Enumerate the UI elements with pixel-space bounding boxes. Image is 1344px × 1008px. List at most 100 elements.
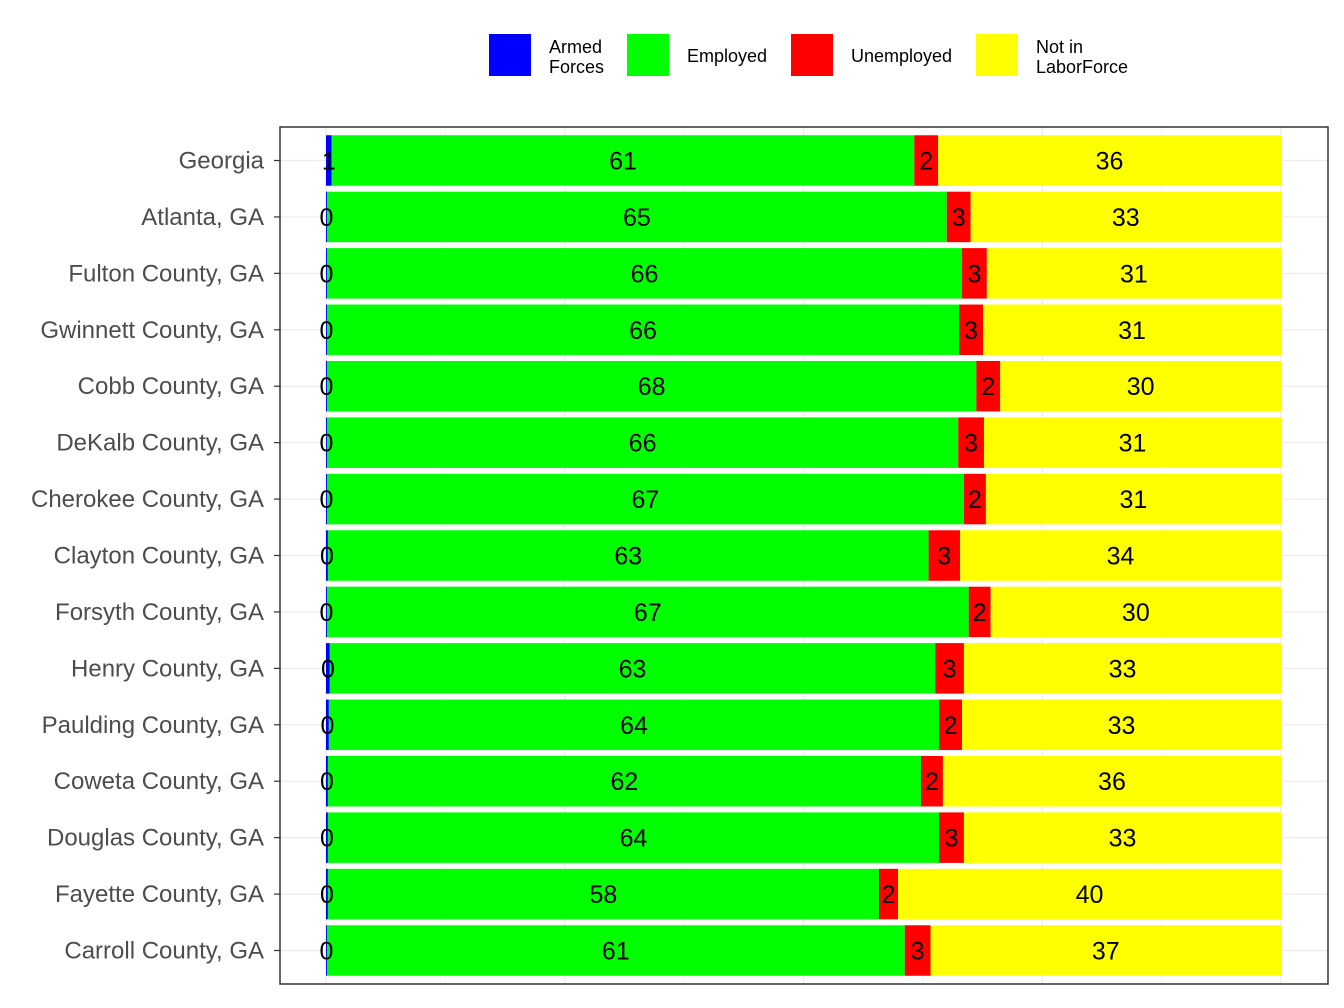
data-label-employed-gwinnett-county-ga: 66 — [629, 317, 657, 345]
data-label-not-in-laborforce-georgia: 36 — [1096, 148, 1124, 176]
bar-unemployed-douglas-county-ga — [939, 812, 964, 863]
bar-armed-forces-dekalb-county-ga — [326, 417, 327, 468]
data-label-employed-fulton-county-ga: 66 — [631, 260, 659, 288]
bar-unemployed-fayette-county-ga — [878, 868, 899, 920]
data-label-armed-forces-coweta-county-ga: 0 — [320, 768, 334, 796]
data-label-not-in-laborforce-dekalb-county-ga: 31 — [1119, 430, 1147, 458]
category-label-cherokee-county-ga: Cherokee County, GA — [31, 486, 264, 513]
category-label-clayton-county-ga: Clayton County, GA — [54, 543, 264, 570]
bar-employed-dekalb-county-ga — [326, 417, 959, 468]
data-label-unemployed-douglas-county-ga: 3 — [945, 825, 959, 853]
bar-not-in-laborforce-gwinnett-county-ga — [983, 304, 1281, 356]
bar-employed-fulton-county-ga — [326, 248, 963, 299]
bar-not-in-laborforce-forsyth-county-ga — [990, 586, 1281, 638]
bar-armed-forces-gwinnett-county-ga — [326, 304, 327, 356]
data-label-not-in-laborforce-atlanta-ga: 33 — [1112, 204, 1140, 232]
data-label-not-in-laborforce-forsyth-county-ga: 30 — [1122, 599, 1150, 627]
category-label-georgia: Georgia — [179, 148, 265, 175]
data-label-unemployed-gwinnett-county-ga: 3 — [964, 317, 978, 345]
bar-unemployed-gwinnett-county-ga — [959, 304, 984, 356]
bar-not-in-laborforce-cherokee-county-ga — [985, 473, 1281, 525]
data-label-armed-forces-carroll-county-ga: 0 — [320, 938, 334, 966]
bar-employed-forsyth-county-ga — [326, 586, 969, 638]
bar-armed-forces-forsyth-county-ga — [326, 586, 327, 638]
data-label-not-in-laborforce-coweta-county-ga: 36 — [1098, 768, 1126, 796]
bar-employed-georgia — [331, 135, 915, 186]
data-label-unemployed-clayton-county-ga: 3 — [937, 543, 951, 571]
data-label-unemployed-fulton-county-ga: 3 — [967, 260, 981, 288]
bar-unemployed-fulton-county-ga — [962, 248, 987, 299]
bar-armed-forces-atlanta-ga — [326, 191, 327, 243]
category-label-paulding-county-ga: Paulding County, GA — [42, 712, 264, 739]
bar-not-in-laborforce-paulding-county-ga — [962, 699, 1281, 751]
bar-unemployed-cherokee-county-ga — [963, 473, 986, 525]
category-label-douglas-county-ga: Douglas County, GA — [47, 825, 264, 852]
data-label-not-in-laborforce-gwinnett-county-ga: 31 — [1118, 317, 1146, 345]
category-label-dekalb-county-ga: DeKalb County, GA — [56, 430, 264, 457]
legend-label-employed: Employed — [687, 46, 767, 66]
data-label-unemployed-coweta-county-ga: 2 — [925, 768, 939, 796]
data-label-employed-henry-county-ga: 63 — [619, 655, 647, 683]
bar-not-in-laborforce-georgia — [938, 135, 1281, 186]
data-label-employed-cobb-county-ga: 68 — [638, 373, 666, 401]
bar-employed-cherokee-county-ga — [326, 473, 964, 525]
data-label-unemployed-forsyth-county-ga: 2 — [973, 599, 987, 627]
bar-armed-forces-georgia — [326, 135, 332, 186]
bar-armed-forces-douglas-county-ga — [326, 812, 328, 863]
category-label-coweta-county-ga: Coweta County, GA — [54, 768, 264, 795]
category-axis: Georgia Atlanta, GA Fulton County, GA Gwinn… — [31, 148, 280, 965]
legend-label-unemployed: Unemployed — [851, 46, 952, 66]
bars — [326, 135, 1281, 976]
data-label-not-in-laborforce-carroll-county-ga: 37 — [1092, 938, 1120, 966]
data-label-armed-forces-douglas-county-ga: 0 — [320, 825, 334, 853]
bar-employed-paulding-county-ga — [328, 699, 940, 751]
category-label-gwinnett-county-ga: Gwinnett County, GA — [40, 317, 264, 344]
data-label-armed-forces-dekalb-county-ga: 0 — [320, 430, 334, 458]
bar-employed-coweta-county-ga — [327, 755, 921, 807]
bar-unemployed-henry-county-ga — [935, 643, 964, 694]
data-label-not-in-laborforce-cobb-county-ga: 30 — [1127, 373, 1155, 401]
data-label-armed-forces-henry-county-ga: 0 — [321, 655, 335, 683]
data-label-unemployed-cobb-county-ga: 2 — [981, 373, 995, 401]
bar-employed-atlanta-ga — [326, 191, 947, 243]
bar-unemployed-forsyth-county-ga — [968, 586, 991, 638]
data-label-armed-forces-fayette-county-ga: 0 — [320, 881, 334, 909]
data-label-unemployed-cherokee-county-ga: 2 — [968, 486, 982, 514]
data-label-unemployed-georgia: 2 — [919, 148, 933, 176]
bar-unemployed-paulding-county-ga — [939, 699, 963, 751]
data-label-unemployed-fayette-county-ga: 2 — [882, 881, 896, 909]
bar-employed-carroll-county-ga — [326, 925, 905, 976]
data-label-not-in-laborforce-cherokee-county-ga: 31 — [1120, 486, 1148, 514]
bar-armed-forces-fayette-county-ga — [326, 868, 328, 920]
data-label-employed-paulding-county-ga: 64 — [620, 712, 648, 740]
bar-unemployed-georgia — [914, 135, 939, 186]
bar-employed-gwinnett-county-ga — [326, 304, 960, 356]
data-label-unemployed-atlanta-ga: 3 — [952, 204, 966, 232]
data-label-armed-forces-cherokee-county-ga: 0 — [320, 486, 334, 514]
data-label-employed-georgia: 61 — [609, 148, 637, 176]
data-label-not-in-laborforce-clayton-county-ga: 34 — [1107, 543, 1135, 571]
data-label-armed-forces-forsyth-county-ga: 0 — [320, 599, 334, 627]
bar-armed-forces-henry-county-ga — [326, 643, 330, 694]
data-label-unemployed-dekalb-county-ga: 3 — [964, 430, 978, 458]
category-label-forsyth-county-ga: Forsyth County, GA — [55, 599, 264, 626]
data-label-not-in-laborforce-henry-county-ga: 33 — [1109, 655, 1137, 683]
data-label-unemployed-paulding-county-ga: 2 — [944, 712, 958, 740]
bar-not-in-laborforce-fayette-county-ga — [898, 868, 1281, 920]
data-label-not-in-laborforce-paulding-county-ga: 33 — [1108, 712, 1136, 740]
bar-employed-clayton-county-ga — [327, 530, 929, 581]
data-label-unemployed-henry-county-ga: 3 — [943, 655, 957, 683]
data-label-employed-coweta-county-ga: 62 — [611, 768, 639, 796]
bar-unemployed-clayton-county-ga — [928, 530, 961, 581]
data-label-employed-clayton-county-ga: 63 — [614, 543, 642, 571]
data-label-employed-douglas-county-ga: 64 — [620, 825, 648, 853]
data-label-employed-cherokee-county-ga: 67 — [632, 486, 660, 514]
bar-not-in-laborforce-clayton-county-ga — [960, 530, 1281, 581]
data-label-armed-forces-gwinnett-county-ga: 0 — [320, 317, 334, 345]
data-label-armed-forces-paulding-county-ga: 0 — [320, 712, 334, 740]
data-label-not-in-laborforce-fulton-county-ga: 31 — [1120, 260, 1148, 288]
data-label-unemployed-carroll-county-ga: 3 — [911, 938, 925, 966]
bar-employed-douglas-county-ga — [327, 812, 940, 863]
data-label-armed-forces-cobb-county-ga: 0 — [320, 373, 334, 401]
